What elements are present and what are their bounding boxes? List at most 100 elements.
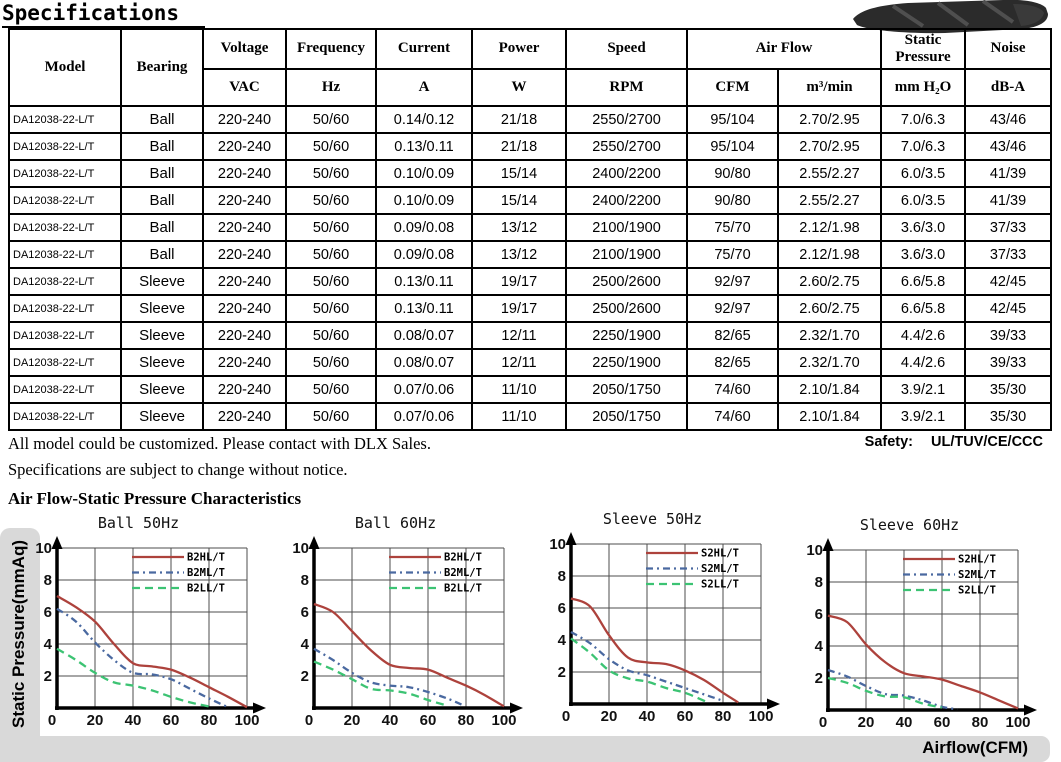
safety-value: UL/TUV/CE/CCC <box>931 434 1043 450</box>
table-row: DA12038-22-L/T Sleeve 220-240 50/60 0.13/0.1… <box>8 294 1052 323</box>
svg-text:6: 6 <box>301 604 309 621</box>
cell-bearing: Sleeve <box>120 267 204 296</box>
series-S2ML/T <box>827 668 958 711</box>
cell-noise: 39/33 <box>964 348 1052 377</box>
cell-airflow-cfm: 92/97 <box>686 294 779 323</box>
cell-speed: 2400/2200 <box>565 159 688 188</box>
svg-text:60: 60 <box>163 712 180 729</box>
svg-text:4: 4 <box>301 636 310 653</box>
table-row: DA12038-22-L/T Sleeve 220-240 50/60 0.13/0.1… <box>8 267 1052 296</box>
cell-static-pressure: 7.0/6.3 <box>880 132 966 161</box>
unit-power: W <box>471 68 567 107</box>
cell-airflow-m3min: 2.32/1.70 <box>777 321 882 350</box>
y-axis-label-bar: Static Pressure(mmAq) <box>0 528 40 762</box>
cell-power: 12/11 <box>471 348 567 377</box>
svg-text:40: 40 <box>382 712 399 729</box>
chart-ball-60hz: Ball 60Hz 2 4 6 8 10 0 20 40 60 80 100 B2HL/T B2ML/T B… <box>267 514 524 738</box>
svg-text:80: 80 <box>715 708 732 725</box>
cell-airflow-cfm: 75/70 <box>686 240 779 269</box>
cell-frequency: 50/60 <box>285 348 377 377</box>
cell-static-pressure: 4.4/2.6 <box>880 321 966 350</box>
svg-text:2: 2 <box>301 668 309 685</box>
cell-voltage: 220-240 <box>202 294 287 323</box>
legend-label: S2LL/T <box>958 585 996 597</box>
cell-model: DA12038-22-L/T <box>8 294 122 323</box>
svg-text:100: 100 <box>491 712 516 729</box>
cell-frequency: 50/60 <box>285 240 377 269</box>
cell-current: 0.08/0.07 <box>375 348 473 377</box>
charts-region: Static Pressure(mmAq) Airflow(CFM) Ball … <box>0 510 1061 762</box>
col-header-speed: Speed <box>565 28 688 70</box>
legend-label: S2ML/T <box>701 563 739 575</box>
cell-airflow-cfm: 90/80 <box>686 159 779 188</box>
svg-text:20: 20 <box>858 714 875 731</box>
cell-speed: 2550/2700 <box>565 105 688 134</box>
cell-voltage: 220-240 <box>202 159 287 188</box>
unit-current: A <box>375 68 473 107</box>
page-title: Specifications <box>2 0 206 28</box>
cell-noise: 37/33 <box>964 213 1052 242</box>
chart-title: Sleeve 60Hz <box>859 516 960 534</box>
cell-static-pressure: 7.0/6.3 <box>880 105 966 134</box>
note-change-notice: Specifications are subject to change wit… <box>8 460 348 479</box>
cell-bearing: Sleeve <box>120 348 204 377</box>
cell-frequency: 50/60 <box>285 213 377 242</box>
svg-text:6: 6 <box>558 600 566 617</box>
table-row: DA12038-22-L/T Ball 220-240 50/60 0.10/0.09 1… <box>8 159 1052 188</box>
svg-text:60: 60 <box>420 712 437 729</box>
legend-label: S2LL/T <box>701 579 739 591</box>
svg-text:4: 4 <box>815 638 824 655</box>
col-header-static-pressure: Static Pressure <box>880 28 966 70</box>
chart-title: Ball 60Hz <box>354 514 437 532</box>
chart-ball-50hz: Ball 50Hz 2 4 6 8 10 0 20 40 60 80 100 B2HL/T B2ML/T B… <box>10 514 267 738</box>
legend-label: S2HL/T <box>958 554 996 566</box>
cell-model: DA12038-22-L/T <box>8 321 122 350</box>
cell-airflow-cfm: 82/65 <box>686 321 779 350</box>
cell-airflow-cfm: 75/70 <box>686 213 779 242</box>
cell-model: DA12038-22-L/T <box>8 159 122 188</box>
cell-frequency: 50/60 <box>285 186 377 215</box>
cell-speed: 2550/2700 <box>565 132 688 161</box>
svg-text:10: 10 <box>35 540 52 557</box>
svg-text:10: 10 <box>806 542 823 559</box>
svg-text:8: 8 <box>44 572 52 589</box>
table-row: DA12038-22-L/T Ball 220-240 50/60 0.13/0.11 2… <box>8 132 1052 161</box>
cell-speed: 2100/1900 <box>565 240 688 269</box>
svg-text:0: 0 <box>48 712 56 729</box>
series-S2LL/T <box>570 637 709 704</box>
svg-text:6: 6 <box>44 604 52 621</box>
col-header-frequency: Frequency <box>285 28 377 70</box>
cell-model: DA12038-22-L/T <box>8 186 122 215</box>
cell-bearing: Ball <box>120 159 204 188</box>
cell-current: 0.07/0.06 <box>375 375 473 404</box>
cell-airflow-m3min: 2.55/2.27 <box>777 186 882 215</box>
cell-bearing: Ball <box>120 186 204 215</box>
cell-airflow-cfm: 92/97 <box>686 267 779 296</box>
table-row: DA12038-22-L/T Ball 220-240 50/60 0.10/0.09 1… <box>8 186 1052 215</box>
series-B2HL/T <box>313 602 505 708</box>
col-header-power: Power <box>471 28 567 70</box>
cell-bearing: Ball <box>120 105 204 134</box>
cell-voltage: 220-240 <box>202 213 287 242</box>
series-S2HL/T <box>570 597 739 704</box>
cell-noise: 39/33 <box>964 321 1052 350</box>
x-axis-label: Airflow(CFM) <box>922 738 1028 757</box>
cell-airflow-m3min: 2.70/2.95 <box>777 105 882 134</box>
unit-noise: dB-A <box>964 68 1052 107</box>
svg-text:20: 20 <box>601 708 618 725</box>
series-B2LL/T <box>313 660 448 707</box>
unit-voltage: VAC <box>202 68 287 107</box>
cell-bearing: Ball <box>120 240 204 269</box>
cell-airflow-cfm: 95/104 <box>686 132 779 161</box>
cell-speed: 2500/2600 <box>565 267 688 296</box>
cell-static-pressure: 3.6/3.0 <box>880 213 966 242</box>
cell-power: 13/12 <box>471 213 567 242</box>
svg-text:2: 2 <box>815 670 823 687</box>
svg-text:60: 60 <box>677 708 694 725</box>
chart-title: Ball 50Hz <box>97 514 180 532</box>
col-header-airflow: Air Flow <box>686 28 882 70</box>
cell-model: DA12038-22-L/T <box>8 348 122 377</box>
svg-text:4: 4 <box>558 632 567 649</box>
